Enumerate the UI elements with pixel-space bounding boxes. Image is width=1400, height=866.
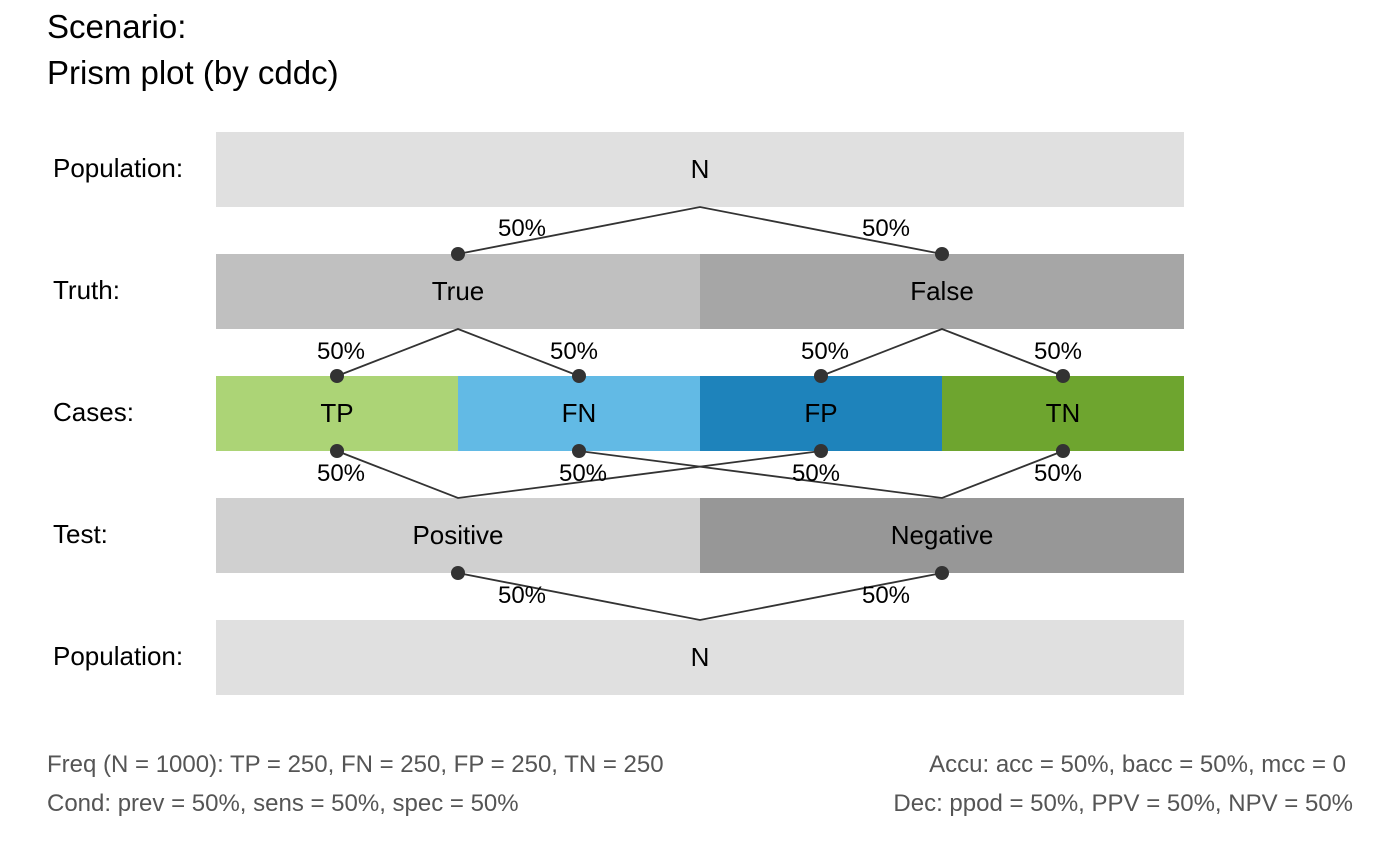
pct-false-to-fp: 50% (800, 338, 850, 365)
footer-dec: Dec: ppod = 50%, PPV = 50%, NPV = 50% (893, 790, 1353, 817)
pct-negative-to-pop: 50% (861, 582, 911, 609)
case-tn-box: TN (942, 376, 1184, 451)
case-tn-label: TN (1045, 398, 1081, 428)
footer-freq: Freq (N = 1000): TP = 250, FN = 250, FP … (47, 751, 664, 778)
row-label-population-bottom: Population: (53, 641, 184, 671)
title-line-2: Prism plot (by cddc) (47, 54, 339, 91)
population-top-box-label: N (690, 154, 710, 184)
footer-cond: Cond: prev = 50%, sens = 50%, spec = 50% (47, 790, 519, 817)
case-fp-box: FP (700, 376, 942, 451)
case-tp-box: TP (216, 376, 458, 451)
pct-pop-to-true: 50% (497, 215, 547, 242)
case-fp-label: FP (804, 398, 838, 428)
pct-fn-to-negative: 50% (558, 460, 608, 487)
row-label-cases: Cases: (53, 397, 134, 427)
footer-accu: Accu: acc = 50%, bacc = 50%, mcc = 0 (929, 751, 1346, 778)
pct-true-to-fn: 50% (549, 338, 599, 365)
case-fn-box: FN (458, 376, 700, 451)
test-negative-label: Negative (890, 520, 994, 550)
link-true-tp-fn (336, 328, 580, 377)
pct-tn-to-negative: 50% (1033, 460, 1083, 487)
truth-false-label: False (910, 276, 974, 306)
test-negative-box: Negative (700, 498, 1184, 573)
pct-tp-to-positive: 50% (316, 460, 366, 487)
title-line-1: Scenario: (47, 8, 187, 45)
row-label-population-top: Population: (53, 153, 184, 183)
population-bottom-box: N (216, 620, 1184, 695)
link-false-fp-tn (820, 328, 1064, 377)
row-label-truth: Truth: (53, 275, 120, 305)
truth-false-box: False (700, 254, 1184, 329)
test-positive-label: Positive (412, 520, 504, 550)
pct-pop-to-false: 50% (861, 215, 911, 242)
test-positive-box: Positive (216, 498, 700, 573)
pct-true-to-tp: 50% (316, 338, 366, 365)
population-bottom-box-label: N (690, 642, 710, 672)
pct-fp-to-positive: 50% (791, 460, 841, 487)
population-top-box: N (216, 132, 1184, 207)
row-label-test: Test: (53, 519, 108, 549)
truth-true-label: True (431, 276, 485, 306)
pct-positive-to-pop: 50% (497, 582, 547, 609)
truth-true-box: True (216, 254, 700, 329)
case-tp-label: TP (320, 398, 354, 428)
case-fn-label: FN (561, 398, 597, 428)
pct-false-to-tn: 50% (1033, 338, 1083, 365)
